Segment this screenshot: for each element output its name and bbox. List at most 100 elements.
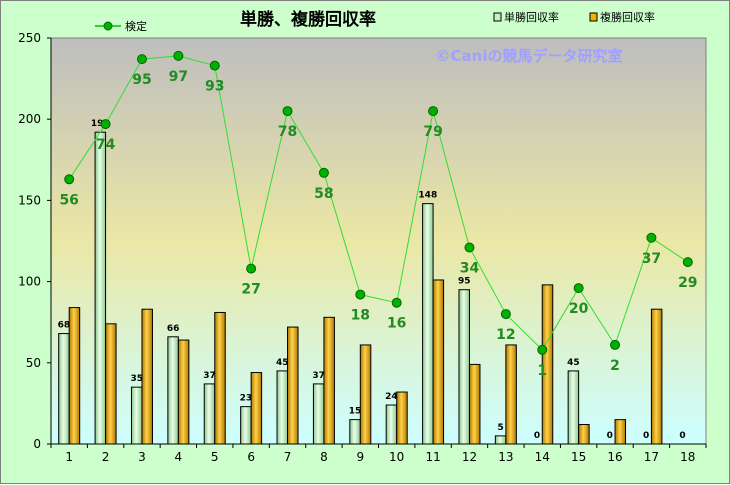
bar-win [385, 404, 398, 445]
legend-line-label: 検定 [125, 19, 147, 33]
line-point [355, 289, 366, 300]
bar-win-label: 37 [312, 371, 325, 381]
legend: 検定 単勝回収率 複勝回収率 [95, 10, 655, 33]
bars [58, 131, 663, 445]
bar-win-label: 95 [458, 277, 471, 287]
line-point [100, 119, 111, 130]
bar-win [312, 383, 325, 445]
bar-win-label: 148 [418, 191, 437, 201]
y-tick-label: 50 [26, 356, 41, 370]
x-tick-label: 16 [607, 450, 622, 464]
y-tick-label: 200 [18, 112, 41, 126]
line-point [537, 344, 548, 355]
plot-area [50, 37, 707, 445]
line-point [682, 257, 693, 268]
bar-win-label: 66 [167, 324, 180, 334]
bar-win-label: 24 [385, 392, 398, 402]
x-axis: 1 2 3 4 5 6 7 8 9 10 11 12 13 14 15 16 17 18 [50, 443, 707, 464]
bar-win [203, 383, 216, 445]
bar-win [567, 370, 580, 445]
bar-win [240, 406, 252, 445]
bar-place [505, 344, 517, 445]
y-tick-label: 250 [18, 31, 41, 45]
x-tick-label: 4 [175, 450, 183, 464]
line-point-label: 37 [642, 251, 661, 267]
bar-win-label: 45 [567, 358, 580, 368]
bar-win-label: 0 [607, 431, 613, 441]
chart-title: 単勝、複勝回収率 [240, 9, 376, 30]
bar-place [214, 311, 226, 445]
bar-win-label: 35 [130, 374, 143, 384]
line-point-label: 34 [460, 260, 480, 276]
line-point [573, 283, 584, 294]
line-point [646, 232, 657, 243]
legend-label-place: 複勝回収率 [600, 10, 655, 24]
bar-win [422, 203, 434, 445]
line-point-label: 95 [132, 72, 151, 88]
bar-win-label: 15 [349, 407, 362, 417]
bar-place [650, 308, 663, 445]
x-tick-label: 14 [535, 450, 550, 464]
y-tick-label: 100 [18, 275, 41, 289]
line-point-label: 74 [96, 137, 116, 153]
bar-win [58, 333, 70, 445]
bar-place [396, 391, 408, 445]
bar-place [468, 363, 481, 445]
bar-win-label: 0 [643, 431, 649, 441]
bar-win-label: 0 [679, 431, 685, 441]
line-point [246, 263, 257, 274]
bar-win [167, 336, 179, 445]
line-point-label: 79 [423, 124, 442, 140]
bar-place [578, 424, 590, 445]
x-tick-label: 17 [644, 450, 659, 464]
line-point [610, 339, 621, 350]
line-point-label: 78 [278, 124, 297, 140]
bar-win-label: 37 [203, 371, 216, 381]
line-point-label: 27 [241, 282, 260, 298]
legend-label-win: 単勝回収率 [504, 10, 559, 24]
line-point-label: 18 [351, 308, 370, 324]
line-layer: 56 74 95 97 93 27 78 58 18 16 79 34 12 1 20 2 37 29 [59, 50, 698, 379]
line-point-label: 97 [169, 69, 188, 85]
line-point [136, 54, 147, 65]
legend-swatch-place [589, 12, 598, 22]
line-point-label: 12 [496, 327, 515, 343]
x-tick-label: 9 [356, 450, 364, 464]
bar-place [177, 339, 190, 445]
x-tick-label: 1 [65, 450, 73, 464]
bar-place [614, 419, 627, 445]
line-point [173, 50, 184, 61]
bar-place [323, 316, 335, 445]
bar-win-label: 192 [91, 119, 110, 129]
x-tick-label: 12 [462, 450, 477, 464]
line-point-label: 58 [314, 186, 333, 202]
bar-win [458, 289, 470, 445]
watermark: ©Caniの競馬データ研究室 [436, 47, 623, 65]
y-axis: 0 50 100 150 200 250 [18, 31, 52, 451]
bar-win-label: 5 [497, 423, 503, 433]
x-tick-label: 8 [320, 450, 328, 464]
line-point-label: 20 [569, 301, 589, 317]
legend-line-marker [103, 21, 113, 31]
x-tick-label: 6 [247, 450, 255, 464]
bar-place [105, 323, 117, 445]
line-point [209, 60, 220, 71]
x-tick-label: 11 [425, 450, 440, 464]
bar-place [141, 308, 153, 445]
bar-win-label: 23 [240, 394, 253, 404]
bar-win [130, 386, 143, 445]
line-series [68, 55, 689, 351]
line-point-label: 2 [610, 358, 620, 374]
x-tick-label: 7 [284, 450, 292, 464]
bar-win [276, 370, 289, 445]
x-tick-label: 10 [389, 450, 404, 464]
line-point [391, 297, 402, 308]
line-point [318, 167, 329, 178]
bar-place [287, 326, 299, 445]
line-point [282, 106, 293, 117]
bar-win-label: 45 [276, 358, 289, 368]
x-tick-label: 18 [680, 450, 695, 464]
bar-win-label: 68 [58, 321, 71, 331]
